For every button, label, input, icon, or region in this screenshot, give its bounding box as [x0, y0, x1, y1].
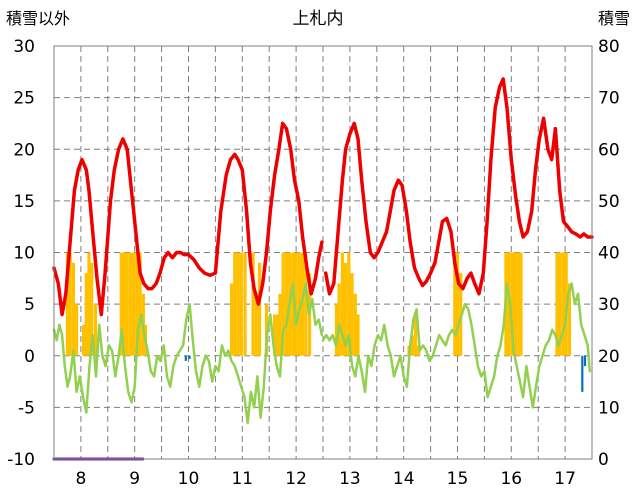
plot-frame: [53, 45, 593, 460]
sunshine-bar: [561, 252, 565, 356]
sunshine-bar: [555, 252, 559, 356]
sunshine-bar: [90, 262, 94, 356]
sunshine-bar: [513, 252, 518, 356]
sunshine-bar: [350, 273, 354, 356]
sunshine-bar: [517, 252, 521, 356]
sunshine-bar: [343, 262, 348, 356]
left-tick-label: 30: [13, 37, 35, 57]
precipitation-bar: [188, 355, 191, 359]
left-tick-label: 10: [13, 244, 35, 264]
sunshine-bar: [334, 304, 339, 356]
sunshine-bar: [119, 252, 123, 356]
left-tick-label: 0: [24, 347, 35, 367]
sunshine-bar: [453, 252, 457, 356]
sunshine-bar: [356, 314, 360, 356]
sunshine-bar: [291, 252, 295, 356]
sunshine-bar: [239, 252, 243, 356]
sunshine-bar: [132, 252, 136, 356]
right-tick-label: 50: [598, 192, 620, 212]
right-tick-label: 20: [598, 347, 620, 367]
left-tick-label: -10: [7, 450, 35, 470]
sunshine-bar: [243, 252, 247, 356]
x-tick-label: 10: [178, 469, 200, 489]
sunshine-bar: [74, 304, 79, 356]
left-tick-label: 25: [13, 89, 35, 109]
right-tick-label: 70: [598, 89, 620, 109]
sunshine-bar: [410, 335, 414, 356]
sunshine-bar: [304, 252, 308, 356]
left-tick-label: 5: [24, 295, 35, 315]
sunshine-bar: [122, 252, 126, 356]
sunshine-bar: [65, 252, 70, 356]
sunshine-bar: [353, 293, 357, 356]
x-tick-label: 11: [231, 469, 253, 489]
sunshine-bar: [135, 252, 139, 356]
right-tick-label: 60: [598, 140, 620, 160]
sunshine-bar: [558, 252, 562, 356]
sunshine-bar: [264, 304, 269, 356]
sunshine-bar: [340, 252, 344, 356]
x-tick-label: 12: [285, 469, 307, 489]
left-tick-label: -5: [18, 398, 35, 418]
x-tick-label: 8: [75, 469, 86, 489]
sunshine-bar: [125, 252, 129, 356]
sunshine-bar: [347, 252, 351, 356]
sunshine-bar: [300, 252, 305, 356]
sunshine-bar: [68, 252, 72, 356]
sunshine-bar: [81, 324, 86, 356]
sunshine-bar: [455, 252, 460, 356]
x-tick-label: 14: [393, 469, 415, 489]
right-axis-title: 積雪: [598, 9, 630, 28]
sunshine-bar: [71, 262, 75, 356]
right-tick-label: 80: [598, 37, 620, 57]
sunshine-bar: [413, 314, 418, 356]
left-tick-label: 20: [13, 140, 35, 160]
sunshine-bar: [233, 252, 237, 356]
sunshine-bar: [519, 252, 523, 356]
sunshine-bar: [284, 252, 289, 356]
precipitation-bar: [581, 355, 584, 392]
x-tick-label: 15: [447, 469, 469, 489]
sunshine-bar: [510, 252, 514, 356]
x-tick-label: 9: [129, 469, 140, 489]
sunshine-bar: [138, 252, 142, 356]
sunshine-bar: [93, 304, 98, 356]
sunshine-bar: [281, 252, 285, 356]
sunshine-bar: [236, 252, 240, 356]
precipitation-bar: [184, 355, 187, 361]
right-tick-label: 30: [598, 295, 620, 315]
left-tick-label: 15: [13, 192, 35, 212]
temperature-line: [323, 77, 594, 296]
sunshine-bar: [272, 314, 277, 356]
sunshine-bar: [337, 283, 341, 356]
sunshine-bar: [229, 283, 234, 356]
temperature-line: [52, 121, 324, 317]
sunshine-bar: [128, 252, 133, 356]
sunshine-bar: [278, 293, 282, 356]
dewpoint-line: [321, 282, 592, 409]
sunshine-bar: [567, 283, 572, 356]
sunshine-bar: [254, 293, 258, 356]
sunshine-bar: [87, 252, 91, 356]
dewpoint-line: [52, 282, 324, 425]
sunshine-bar: [251, 252, 255, 356]
sunshine-bar: [84, 273, 88, 356]
right-tick-label: 10: [598, 398, 620, 418]
precipitation-bar: [583, 355, 587, 367]
sunshine-bar: [275, 314, 279, 356]
sunshine-bar: [257, 262, 262, 356]
x-tick-label: 13: [339, 469, 361, 489]
sunshine-bar: [294, 252, 298, 356]
chart-title: 上札内: [293, 9, 344, 29]
left-axis-title: 積雪以外: [6, 9, 70, 28]
x-tick-label: 16: [500, 469, 522, 489]
sunshine-bar: [297, 252, 301, 356]
right-tick-label: 0: [598, 450, 609, 470]
right-tick-label: 40: [598, 244, 620, 264]
x-tick-label: 17: [554, 469, 576, 489]
